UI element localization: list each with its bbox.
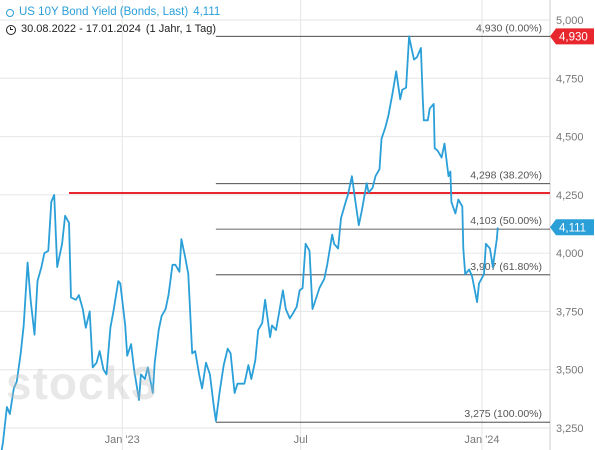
- instrument-row[interactable]: US 10Y Bond Yield (Bonds, Last) 4,111: [6, 4, 220, 21]
- fib-level-label: 4,298 (38.20%): [470, 170, 542, 182]
- fib-level-label: 4,103 (50.00%): [470, 215, 542, 227]
- price-badge-label: 4,930: [559, 31, 588, 43]
- x-tick-label: Jan '24: [464, 434, 499, 446]
- chart-header: US 10Y Bond Yield (Bonds, Last) 4,111 30…: [6, 4, 220, 38]
- y-tick-label: 4,000: [556, 248, 584, 260]
- x-tick-label: Jul: [294, 434, 308, 446]
- y-tick-label: 4,750: [556, 73, 584, 85]
- period-label: (1 Jahr, 1 Tag): [145, 23, 217, 35]
- clock-icon: [6, 24, 16, 35]
- instrument-label: US 10Y Bond Yield (Bonds, Last): [19, 6, 189, 18]
- fib-level-label: 3,907 (61.80%): [470, 261, 542, 273]
- y-tick-label: 3,750: [556, 306, 584, 318]
- series-line: [0, 35, 499, 450]
- y-tick-label: 4,500: [556, 132, 584, 144]
- series-marker-icon: [6, 8, 14, 17]
- x-tick-label: Jan '23: [105, 434, 140, 446]
- price-badge-high: [550, 28, 594, 45]
- date-range: 30.08.2022 - 17.01.2024: [21, 23, 141, 35]
- fib-level-label: 4,930 (0.00%): [476, 22, 542, 34]
- fib-level-label: 3,275 (100.00%): [464, 408, 542, 420]
- range-row: 30.08.2022 - 17.01.2024 (1 Jahr, 1 Tag): [6, 21, 220, 38]
- price-badge-label: 4,111: [559, 222, 586, 234]
- y-tick-label: 3,500: [556, 365, 584, 377]
- y-tick-label: 4,250: [556, 190, 584, 202]
- last-value: 4,111: [193, 6, 221, 18]
- y-tick-label: 3,250: [556, 423, 584, 435]
- y-tick-label: 5,000: [556, 15, 584, 27]
- price-badge-last: [550, 219, 594, 236]
